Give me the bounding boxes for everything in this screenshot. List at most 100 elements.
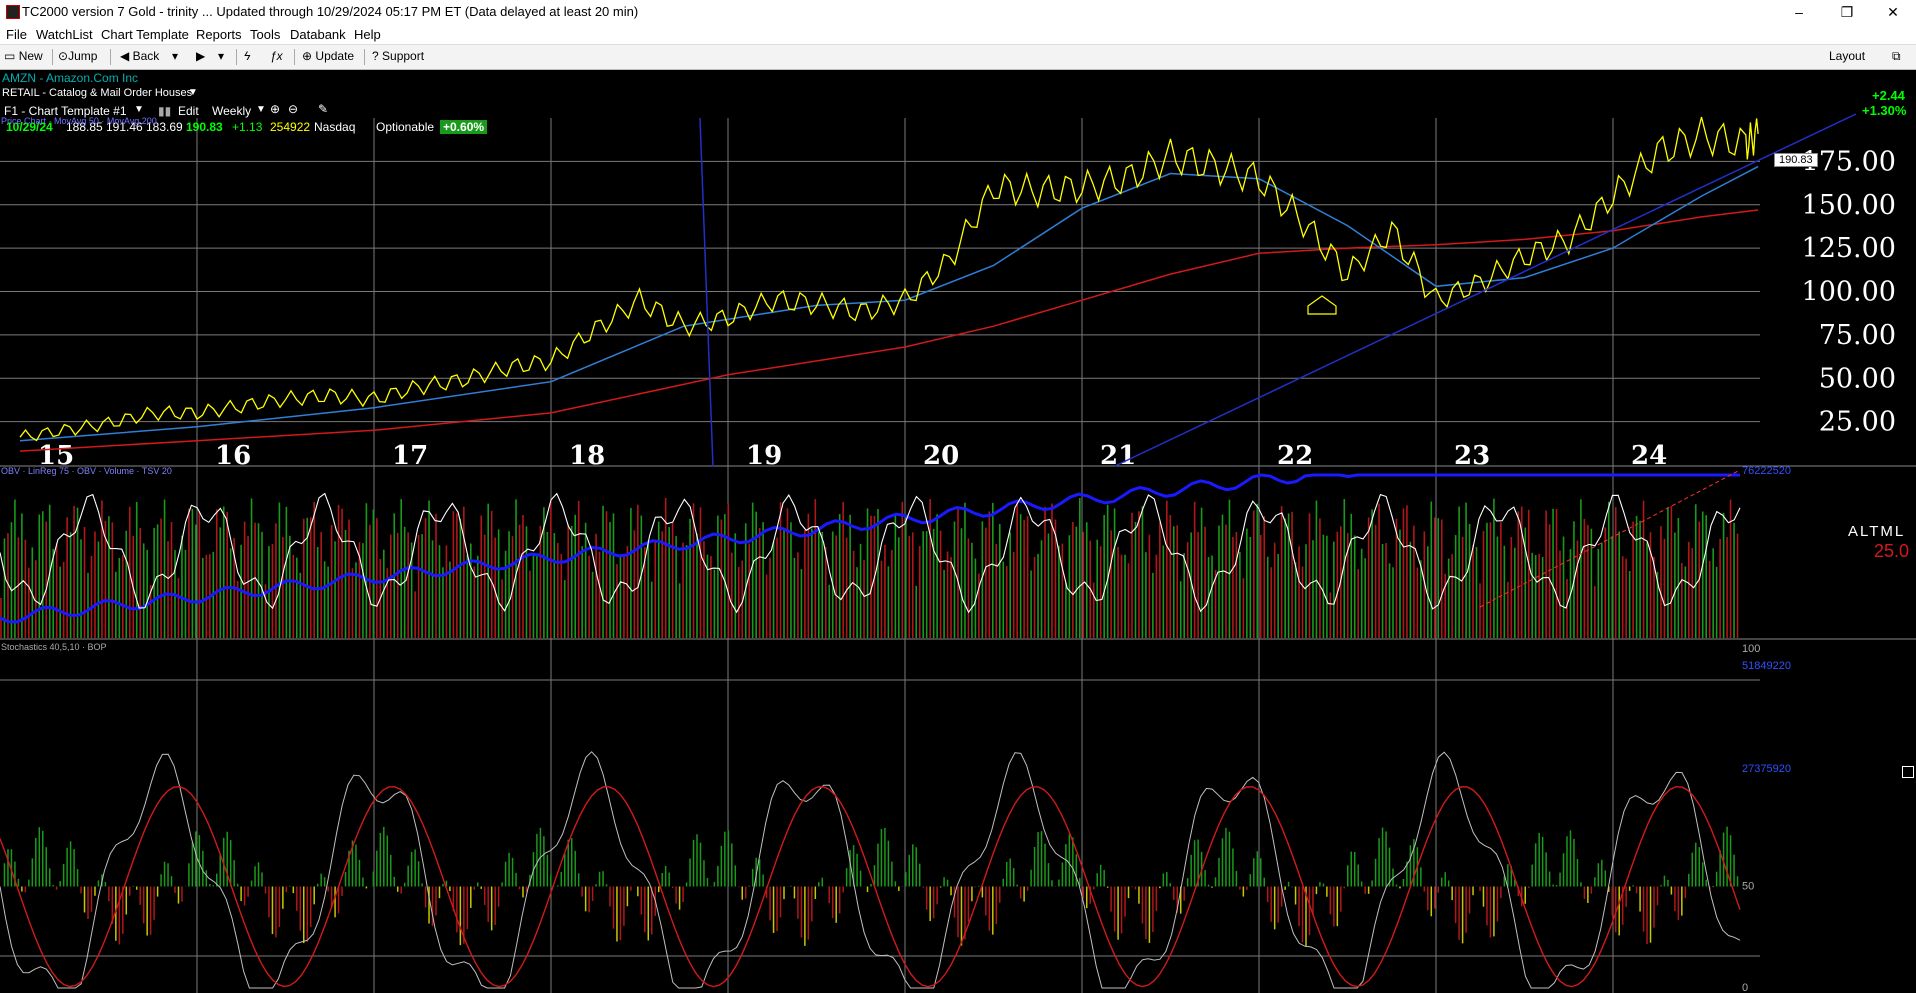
x-tick-label: 17 — [392, 441, 428, 471]
stoch-axis-label: 0 — [1742, 982, 1748, 993]
back-label: Back — [132, 49, 160, 63]
title-bar: TC2000 version 7 Gold - trinity ... Upda… — [0, 0, 1916, 24]
forward-dropdown-icon[interactable]: ▾ — [218, 49, 225, 63]
earnings-marker-icon — [1307, 295, 1337, 315]
volume-axis-label: 27375920 — [1742, 763, 1791, 775]
y-tick-label: 150.00 — [1802, 190, 1896, 221]
x-tick-label: 19 — [746, 441, 782, 471]
stoch-legend[interactable]: Stochastics 40,5,10 · BOP — [1, 642, 107, 652]
ma200-line — [19, 209, 1759, 452]
stoch-k-line — [0, 751, 1741, 989]
x-axis-labels: 15 16 17 18 19 20 21 22 23 24 — [38, 441, 1667, 471]
pct-change-badge: +0.60% — [440, 120, 488, 134]
timeframe-dropdown-icon[interactable]: ▼ — [256, 104, 266, 115]
x-tick-label: 16 — [215, 441, 251, 471]
binoculars-icon: ⊙ — [58, 49, 69, 63]
bar-high: 191.46 — [106, 120, 143, 134]
x-tick-label: 23 — [1454, 441, 1490, 471]
x-tick-label: 15 — [38, 441, 74, 471]
toolbar: ▭ New ⊙Jump ◀ Back ▾ ▶ ▾ ϟ ƒx ⊕ Update ?… — [0, 45, 1916, 70]
volume-legend[interactable]: OBV · LinReg 75 · OBV · Volume · TSV 20 — [1, 466, 172, 476]
y-tick-label: 75.00 — [1819, 320, 1896, 351]
exchange-label: Nasdaq — [314, 120, 356, 134]
y-tick-label: 50.00 — [1819, 363, 1896, 394]
forward-button[interactable]: ▶ — [196, 49, 206, 63]
close-button[interactable]: ✕ — [1887, 4, 1899, 20]
industry-dropdown-icon[interactable]: ▼ — [188, 87, 198, 98]
volume-bars — [0, 498, 1739, 638]
chart-svg[interactable]: 25.0050.0075.00100.00125.00150.00175.001… — [0, 70, 1916, 993]
timeframe-select[interactable]: Weekly — [212, 104, 252, 118]
menu-reports[interactable]: Reports — [196, 27, 242, 42]
y-tick-label: 125.00 — [1802, 233, 1896, 264]
price-legend[interactable]: Price Chart · MovAvg 50 · MovAvg 200 — [1, 116, 157, 126]
obv-line — [0, 473, 1740, 624]
app-icon — [6, 5, 20, 19]
support-label: Support — [382, 49, 425, 63]
update-button[interactable]: ⊕ Update — [302, 49, 354, 63]
volume-axis-label: 76222520 — [1742, 465, 1791, 477]
zoom-out-icon[interactable]: ⊖ — [288, 102, 299, 116]
x-tick-label: 20 — [923, 441, 959, 471]
minimize-button[interactable]: – — [1795, 4, 1803, 20]
edit-button[interactable]: Edit — [178, 104, 199, 118]
scale-type-label[interactable]: ALTML — [1848, 523, 1906, 540]
right-change: +2.44 — [1872, 88, 1905, 103]
menu-tools[interactable]: Tools — [250, 27, 281, 42]
menu-databank[interactable]: Databank — [290, 27, 346, 42]
right-pct-change: +1.30% — [1862, 103, 1907, 118]
back-dropdown-icon[interactable]: ▾ — [172, 49, 179, 63]
update-icon: ⊕ — [302, 49, 313, 63]
template-dropdown-icon[interactable]: ▼ — [134, 104, 144, 115]
bop-bars — [3, 826, 1739, 946]
menu-watchlist[interactable]: WatchList — [36, 27, 93, 42]
symbol-title[interactable]: AMZN - Amazon.Com Inc — [2, 71, 139, 85]
x-tick-label: 22 — [1277, 441, 1313, 471]
draw-tool-icon[interactable]: ✎ — [318, 102, 329, 116]
panel-maximize-icon[interactable] — [1902, 766, 1914, 778]
scale-value: 25.0 — [1874, 541, 1910, 561]
maximize-button[interactable]: ❐ — [1840, 4, 1854, 20]
menu-chart-template[interactable]: Chart Template — [101, 27, 189, 42]
bar-change: +1.13 — [232, 120, 263, 134]
back-button[interactable]: ◀ Back — [120, 49, 159, 63]
trend-line-diagonal — [1114, 113, 1857, 467]
x-tick-label: 24 — [1631, 441, 1667, 471]
bar-volume: 254922 — [270, 120, 311, 134]
bar-open: 188.85 — [66, 120, 103, 134]
price-line — [19, 116, 1759, 442]
menu-bar: File WatchList Chart Template Reports To… — [0, 24, 1916, 45]
stoch-d-line — [0, 785, 1741, 988]
menu-file[interactable]: File — [6, 27, 27, 42]
new-button[interactable]: ▭ New — [4, 49, 43, 63]
volume-axis-label: 51849220 — [1742, 660, 1791, 672]
question-icon: ? — [372, 49, 379, 63]
new-label: New — [18, 49, 43, 63]
bars-icon: ▮▮ — [158, 104, 172, 118]
trend-line-vertical — [699, 117, 714, 468]
formula-icon[interactable]: ƒx — [270, 49, 283, 63]
tsv-line — [0, 492, 1741, 614]
support-button[interactable]: ? Support — [372, 49, 424, 63]
zoom-in-icon[interactable]: ⊕ — [270, 102, 281, 116]
chart-area[interactable]: 25.00 50.00 75.00 100.00 125.00 150.00 175.00 1… — [0, 70, 1916, 993]
jump-button[interactable]: ⊙Jump — [58, 49, 97, 63]
layout-icon[interactable]: ⧉ — [1892, 49, 1901, 63]
y-tick-label: 25.00 — [1819, 407, 1896, 438]
stoch-axis-label: 100 — [1742, 643, 1760, 655]
optionable-label: Optionable — [376, 120, 435, 134]
lightning-icon[interactable]: ϟ — [244, 49, 251, 63]
industry-label[interactable]: RETAIL - Catalog & Mail Order Houses — [2, 87, 193, 99]
bar-low: 183.69 — [146, 120, 183, 134]
y-tick-label: 100.00 — [1802, 277, 1896, 308]
update-label: Update — [315, 49, 355, 63]
template-label[interactable]: F1 - Chart Template #1 — [4, 104, 127, 118]
price-tag: 190.83 — [1774, 153, 1818, 167]
menu-help[interactable]: Help — [354, 27, 381, 42]
layout-button[interactable]: Layout — [1829, 49, 1866, 63]
new-icon: ▭ — [4, 49, 16, 63]
bar-date: 10/29/24 — [6, 120, 53, 134]
x-tick-label: 18 — [569, 441, 605, 471]
back-arrow-icon: ◀ — [120, 49, 130, 63]
